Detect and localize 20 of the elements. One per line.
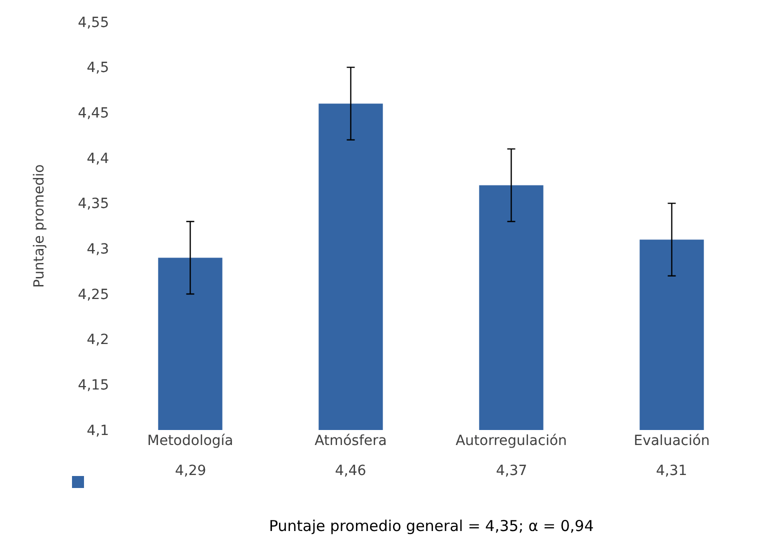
data-label: 4,37 (496, 463, 528, 479)
text: Puntaje promedio general = 4,35; α = 0,94 (269, 517, 594, 535)
y-tick-label: 4,15 (78, 378, 109, 394)
y-tick-label: 4,35 (78, 196, 109, 212)
data-label: 4,31 (656, 463, 688, 479)
x-tick-label: Atmósfera (314, 433, 387, 449)
y-tick-label: 4,45 (78, 106, 109, 122)
data-label: 4,46 (335, 463, 366, 479)
x-tick-label: Autorregulación (456, 433, 567, 449)
y-tick-label: 4,2 (86, 332, 109, 348)
y-axis-title: Puntaje promedio (31, 164, 48, 288)
x-tick-label: Evaluación (634, 433, 710, 449)
x-tick-label: Metodología (147, 433, 234, 449)
data-label: 4,29 (175, 463, 206, 479)
y-tick-label: 4,1 (86, 422, 109, 439)
y-tick-label: 4,5 (86, 60, 109, 76)
y-tick-label: 4,3 (86, 242, 109, 258)
y-tick-label: 4,25 (78, 286, 109, 303)
y-tick-label: 4,55 (78, 14, 109, 31)
y-tick-label: 4,4 (86, 150, 110, 167)
